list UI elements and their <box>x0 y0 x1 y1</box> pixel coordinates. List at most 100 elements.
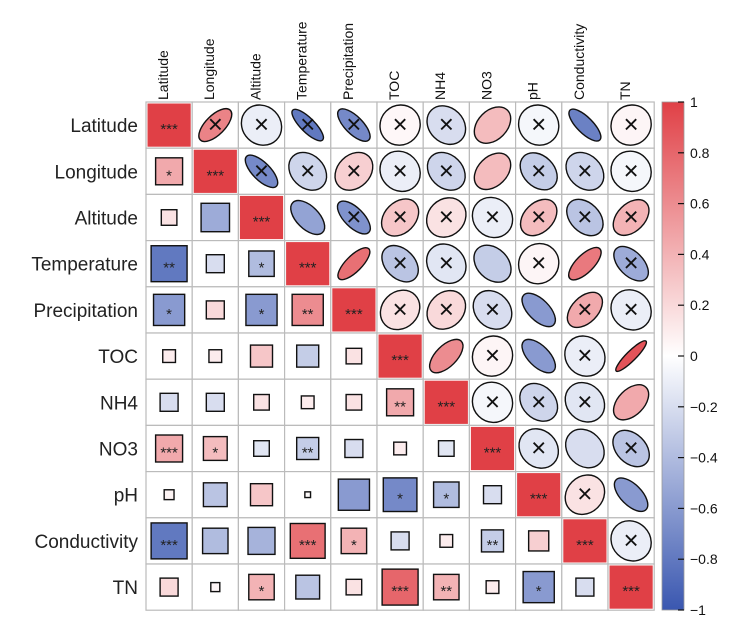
correlation-ellipse <box>612 384 650 421</box>
correlation-square <box>159 577 179 597</box>
correlation-ellipse <box>379 104 421 146</box>
row-label: Altitude <box>75 209 138 230</box>
insignificant-cross: × <box>624 155 639 185</box>
correlation-square <box>437 440 455 457</box>
insignificant-cross: × <box>577 340 592 370</box>
row-label: NH4 <box>100 393 138 414</box>
correlation-ellipse <box>519 198 558 237</box>
correlation-square <box>253 393 270 411</box>
row-label: Conductivity <box>35 532 139 553</box>
correlation-square <box>432 573 460 601</box>
diagonal-square <box>193 149 237 193</box>
insignificant-cross: × <box>346 155 361 185</box>
correlation-ellipse <box>290 199 326 236</box>
correlation-ellipse <box>473 106 512 144</box>
correlation-ellipse <box>613 245 650 282</box>
correlation-square <box>253 440 270 457</box>
insignificant-cross: × <box>531 202 546 232</box>
correlation-ellipse <box>566 291 604 329</box>
diagonal-square <box>609 565 653 609</box>
correlation-ellipse <box>379 289 421 331</box>
column-label: TN <box>617 81 633 100</box>
matrix-cells: *** × × × × × × × ×* *** × × × × × × × ×*** × × × × × × ×** * *** ×… <box>145 101 655 611</box>
correlation-ellipse <box>291 108 325 142</box>
correlation-ellipse <box>334 151 374 191</box>
diagonal-square <box>147 103 191 147</box>
insignificant-cross: × <box>393 294 408 324</box>
correlation-square <box>295 436 320 461</box>
insignificant-cross: × <box>624 109 639 139</box>
correlation-ellipse <box>518 428 560 469</box>
significance-stars: *** <box>622 583 640 600</box>
correlation-square <box>390 531 410 551</box>
insignificant-cross: × <box>577 155 592 185</box>
diagonal-square <box>378 334 422 378</box>
correlation-square <box>300 395 315 410</box>
insignificant-cross: × <box>577 294 592 324</box>
insignificant-cross: × <box>254 109 269 139</box>
significance-stars: *** <box>299 260 317 277</box>
column-label: Temperature <box>294 21 310 100</box>
correlation-square <box>202 482 228 508</box>
correlation-square <box>202 435 228 462</box>
correlation-square <box>162 349 177 364</box>
insignificant-cross: × <box>439 109 454 139</box>
colorbar-tick-label: −0.4 <box>690 450 718 466</box>
correlation-ellipse <box>521 292 557 328</box>
correlation-square <box>381 568 419 606</box>
correlation-square <box>340 527 368 555</box>
insignificant-cross: × <box>577 386 592 416</box>
diagonal-square <box>517 473 561 517</box>
correlation-ellipse <box>615 340 648 373</box>
insignificant-cross: × <box>439 155 454 185</box>
correlation-ellipse <box>568 108 602 142</box>
row-label: TN <box>113 578 138 599</box>
significance-stars: *** <box>391 352 409 369</box>
insignificant-cross: × <box>531 109 546 139</box>
correlation-square <box>344 438 364 459</box>
column-label: pH <box>525 82 541 100</box>
correlation-ellipse <box>473 152 512 191</box>
correlation-square <box>245 293 278 327</box>
correlation-square <box>248 573 275 601</box>
column-label: Precipitation <box>340 23 356 100</box>
correlation-ellipse <box>610 289 652 331</box>
diagonal-square <box>286 242 330 286</box>
correlation-ellipse <box>381 244 419 283</box>
significance-stars: *** <box>345 306 363 323</box>
correlation-ellipse <box>473 244 512 283</box>
column-label: Longitude <box>201 38 217 100</box>
correlation-ellipse <box>426 105 467 146</box>
correlation-ellipse <box>610 104 652 146</box>
significance-stars: ** <box>394 398 406 415</box>
insignificant-cross: × <box>531 155 546 185</box>
row-label: Precipitation <box>33 301 138 322</box>
significance-stars: *** <box>160 121 178 138</box>
significance-stars: *** <box>160 537 178 554</box>
correlation-square <box>575 577 595 597</box>
correlation-ellipse <box>471 381 514 424</box>
significance-stars: ** <box>302 445 314 462</box>
significance-stars: ** <box>487 537 499 554</box>
significance-stars: *** <box>484 445 502 462</box>
colorbar-tick-label: 0.6 <box>690 196 710 212</box>
colorbar-tick-label: 0 <box>690 348 698 364</box>
correlation-ellipse <box>337 247 371 281</box>
insignificant-cross: × <box>439 202 454 232</box>
significance-stars: * <box>536 583 542 600</box>
insignificant-cross: × <box>393 155 408 185</box>
correlation-square <box>385 388 415 417</box>
correlation-square <box>205 392 225 412</box>
significance-stars: * <box>259 260 265 277</box>
insignificant-cross: × <box>577 479 592 509</box>
correlation-ellipse <box>337 108 371 142</box>
significance-stars: * <box>443 491 449 508</box>
significance-stars: * <box>397 491 403 508</box>
insignificant-cross: × <box>624 248 639 278</box>
significance-stars: ** <box>163 260 175 277</box>
insignificant-cross: × <box>393 248 408 278</box>
correlation-square <box>200 202 231 233</box>
significance-stars: * <box>259 583 265 600</box>
row-label: Temperature <box>31 255 138 276</box>
significance-stars: *** <box>438 398 456 415</box>
